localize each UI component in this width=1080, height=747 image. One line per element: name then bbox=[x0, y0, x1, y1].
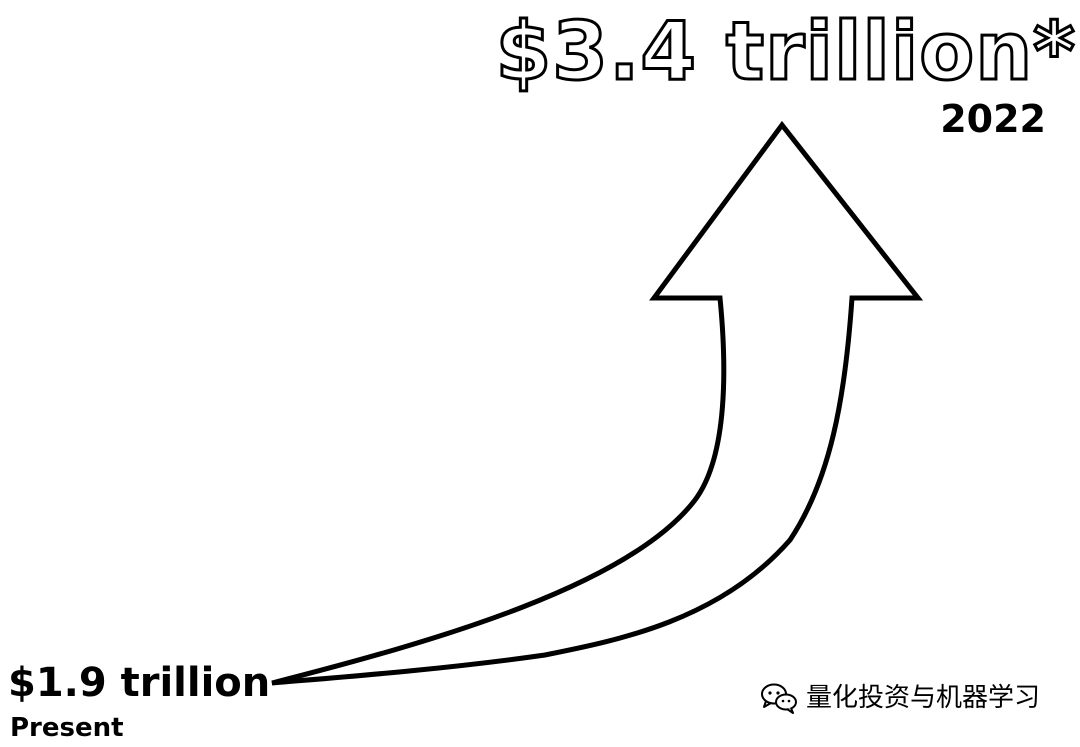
watermark-text: 量化投资与机器学习 bbox=[806, 683, 1041, 713]
wechat-icon bbox=[761, 683, 797, 714]
start-value: $1.9 trillion bbox=[8, 660, 271, 706]
start-label: Present bbox=[10, 713, 124, 743]
end-label: 2022 bbox=[940, 97, 1046, 141]
end-value: $3.4 trillion* bbox=[494, 4, 1076, 100]
growth-arrow-outline bbox=[271, 120, 924, 686]
watermark: 量化投资与机器学习 bbox=[760, 676, 1040, 720]
